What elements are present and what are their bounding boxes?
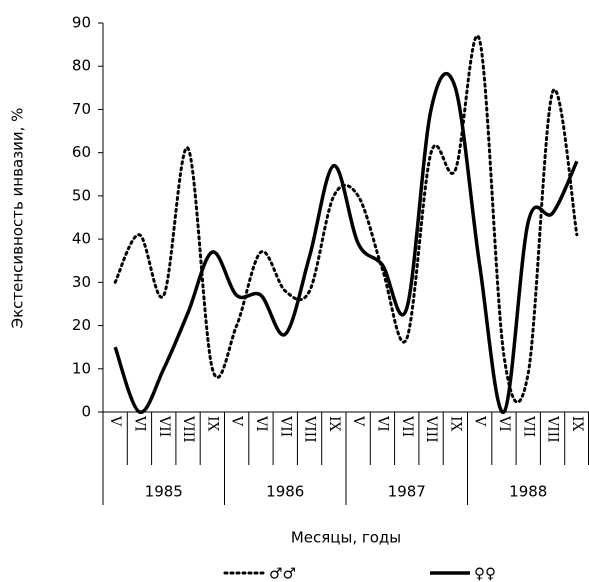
x-tick-label: V — [107, 415, 123, 427]
legend-label: ♂♂ — [269, 565, 296, 582]
x-tick-label: VIII — [423, 415, 439, 443]
x-tick-label: VI — [253, 415, 269, 432]
y-tick-label: 20 — [72, 316, 91, 334]
x-axis-label: Месяцы, годы — [291, 529, 401, 547]
x-tick-label: V — [350, 415, 366, 427]
y-tick-label: 40 — [72, 230, 91, 248]
y-axis-label: Экстенсивность инвазии, % — [9, 108, 27, 329]
x-tick-label: VIII — [302, 415, 318, 443]
y-tick-label: 60 — [72, 143, 91, 161]
y-tick-label: 90 — [72, 14, 91, 32]
x-tick-label: VII — [277, 415, 293, 437]
y-tick-label: 70 — [72, 100, 91, 118]
series-line — [113, 71, 579, 414]
x-tick-label: VII — [520, 415, 536, 437]
y-tick-label: 10 — [72, 359, 91, 377]
x-tick-label: VIII — [180, 415, 196, 443]
y-tick-label: 80 — [72, 57, 91, 75]
x-tick-label: IX — [569, 416, 585, 432]
group-label: 1988 — [509, 483, 547, 501]
x-tick-label: VII — [399, 415, 415, 437]
legend-label: ♀♀ — [474, 565, 496, 582]
y-tick-label: 50 — [72, 186, 91, 204]
x-tick-label: V — [472, 415, 488, 427]
x-tick-label: VII — [156, 415, 172, 437]
series-line — [113, 34, 579, 404]
x-tick-label: V — [229, 415, 245, 427]
x-tick-label: VI — [131, 415, 147, 432]
y-tick-label: 0 — [81, 403, 91, 421]
group-label: 1985 — [145, 483, 183, 501]
x-tick-label: VIII — [545, 415, 561, 443]
x-tick-label: VI — [496, 415, 512, 432]
x-tick-label: VI — [374, 415, 390, 432]
y-tick-label: 30 — [72, 273, 91, 291]
group-label: 1986 — [266, 483, 304, 501]
x-tick-label: IX — [447, 416, 463, 432]
x-tick-label: IX — [326, 416, 342, 432]
x-tick-label: IX — [204, 416, 220, 432]
group-label: 1987 — [388, 483, 426, 501]
